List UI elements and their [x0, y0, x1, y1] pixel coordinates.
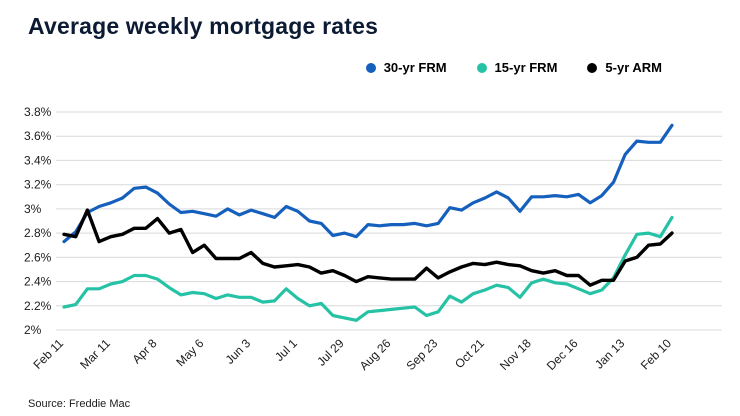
legend-label-15yr-frm: 15-yr FRM [494, 60, 558, 75]
x-axis-tick-label: Jun 3 [223, 336, 254, 367]
y-axis-tick-label: 2.4% [24, 275, 52, 289]
series-line-15-yr-frm [62, 215, 674, 322]
legend-item-15yr-frm: 15-yr FRM [476, 60, 558, 75]
source-note: Source: Freddie Mac [28, 398, 131, 410]
y-axis-tick-label: 3% [24, 202, 42, 216]
x-axis-tick-label: Mar 11 [77, 336, 113, 372]
x-axis-tick-label: Sep 23 [404, 336, 441, 373]
x-axis-tick-label: Oct 21 [452, 336, 487, 371]
y-axis-tick-label: 3.8% [24, 105, 52, 119]
y-axis-tick-label: 2.8% [24, 226, 52, 240]
y-axis-tick-label: 2.2% [24, 299, 52, 313]
x-axis-tick-label: Feb 11 [30, 336, 66, 372]
legend-dot-5yr-arm [587, 62, 598, 73]
x-axis-tick-label: Aug 26 [357, 336, 394, 373]
y-axis-tick-label: 3.4% [24, 153, 52, 167]
legend-item-30yr-frm: 30-yr FRM [365, 60, 447, 75]
legend-dot-15yr-frm [476, 62, 487, 73]
legend: 30-yr FRM 15-yr FRM 5-yr ARM [365, 60, 662, 75]
legend-item-5yr-arm: 5-yr ARM [587, 60, 662, 75]
series-line-5-yr-arm [62, 208, 674, 287]
legend-label-30yr-frm: 30-yr FRM [383, 60, 447, 75]
legend-dot-30yr-frm [365, 62, 376, 73]
x-axis-tick-label: Jul 29 [314, 336, 347, 369]
series-line-30-yr-frm [62, 123, 674, 244]
y-axis-tick-label: 3.2% [24, 178, 52, 192]
line-chart-svg: 3.8%3.6%3.4%3.2%3%2.8%2.6%2.4%2.2%2%Feb … [24, 105, 722, 373]
y-axis-tick-label: 2.6% [24, 250, 52, 264]
x-axis-tick-label: Dec 16 [544, 336, 581, 373]
chart-title: Average weekly mortgage rates [28, 13, 379, 39]
x-axis-tick-label: Jan 13 [592, 336, 628, 372]
y-axis-tick-label: 3.6% [24, 129, 52, 143]
legend-label-5yr-arm: 5-yr ARM [605, 60, 662, 75]
x-axis-tick-label: May 6 [173, 336, 206, 369]
y-axis-tick-label: 2% [24, 323, 42, 337]
line-chart: 3.8% 3.6% 3.4% 3.2% 3% 2.8% 2.6% 2.4% 2.2% 2% Feb … [0, 95, 740, 395]
x-axis-tick-label: Nov 18 [497, 336, 534, 373]
x-axis-tick-label: Feb 10 [638, 336, 675, 373]
x-axis-tick-label: Jul 1 [272, 336, 300, 364]
x-axis-tick-label: Apr 8 [129, 336, 159, 366]
